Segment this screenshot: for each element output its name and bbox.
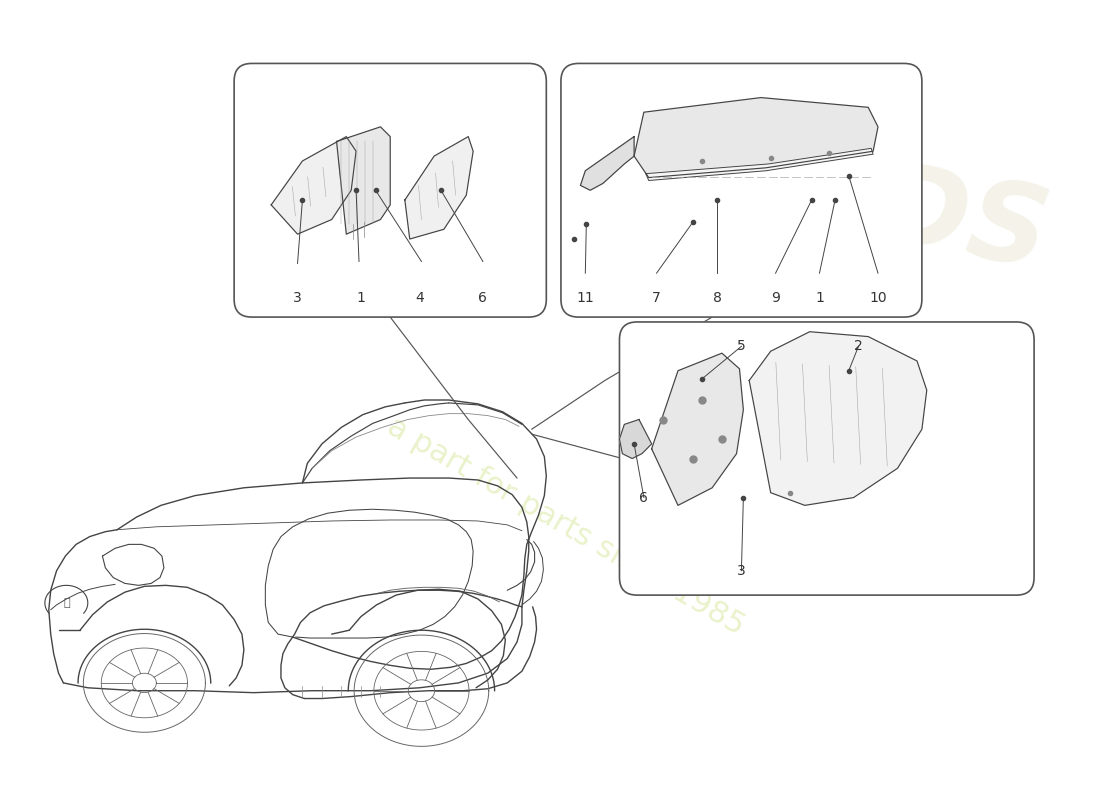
Polygon shape: [272, 137, 356, 234]
Polygon shape: [337, 127, 390, 234]
Polygon shape: [405, 137, 473, 239]
Text: 8: 8: [713, 290, 722, 305]
Text: IUCDS: IUCDS: [659, 118, 1057, 291]
Polygon shape: [619, 419, 651, 458]
Text: ⼀: ⼀: [63, 598, 69, 608]
Polygon shape: [581, 137, 634, 190]
Text: 9: 9: [771, 290, 780, 305]
Polygon shape: [646, 148, 873, 181]
Text: 7: 7: [652, 290, 661, 305]
Polygon shape: [749, 332, 927, 506]
Text: 1: 1: [356, 290, 365, 305]
Text: 6: 6: [478, 290, 487, 305]
FancyBboxPatch shape: [619, 322, 1034, 595]
Text: 10: 10: [869, 290, 887, 305]
Text: 5: 5: [737, 339, 746, 354]
Text: 3: 3: [294, 290, 301, 305]
Text: 11: 11: [576, 290, 594, 305]
Text: 1: 1: [815, 290, 824, 305]
FancyBboxPatch shape: [561, 63, 922, 317]
Text: a part for parts since 1985: a part for parts since 1985: [382, 412, 749, 642]
Text: 6: 6: [639, 490, 648, 505]
Text: 3: 3: [737, 564, 746, 578]
Polygon shape: [634, 98, 878, 178]
Text: 2: 2: [854, 339, 862, 354]
Polygon shape: [651, 353, 744, 506]
Text: 4: 4: [415, 290, 424, 305]
FancyBboxPatch shape: [234, 63, 547, 317]
